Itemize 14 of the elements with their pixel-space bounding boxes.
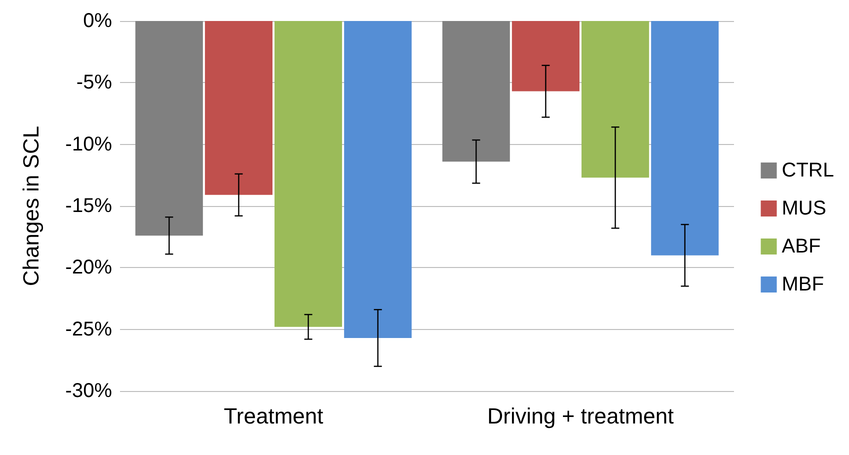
- y-tick-label: -20%: [65, 256, 112, 279]
- legend-label: ABF: [782, 236, 821, 258]
- legend-label: MUS: [782, 198, 826, 220]
- y-tick-label: -30%: [65, 380, 112, 402]
- y-tick-label: -5%: [76, 72, 112, 94]
- legend-label: MBF: [782, 274, 824, 296]
- y-tick-label: 0%: [83, 10, 112, 32]
- x-tick-label: Driving + treatment: [487, 404, 674, 428]
- legend-label: CTRL: [782, 160, 834, 182]
- y-tick-label: -25%: [65, 318, 112, 340]
- y-tick-label: -10%: [65, 133, 112, 156]
- y-axis-title: Changes in SCL: [18, 126, 44, 286]
- x-tick-label: Treatment: [224, 404, 324, 428]
- y-tick-label: -15%: [65, 195, 112, 217]
